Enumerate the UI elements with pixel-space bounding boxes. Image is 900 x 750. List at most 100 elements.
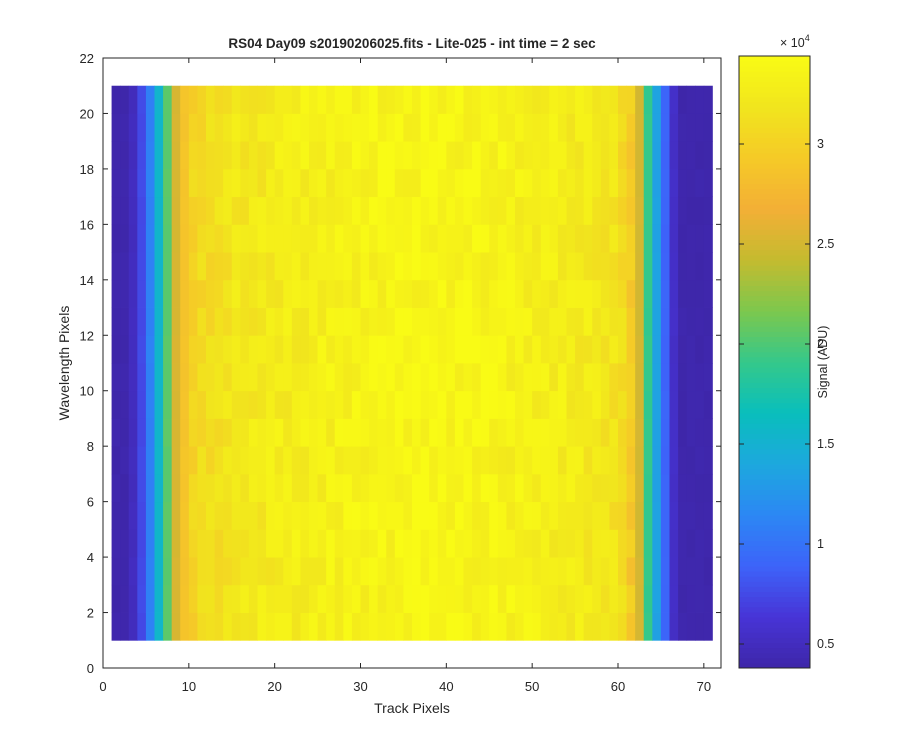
heatmap-cell [600, 141, 610, 170]
heatmap-cell [360, 85, 370, 114]
colorbar-segment [739, 224, 810, 230]
heatmap-cell [111, 335, 121, 364]
heatmap-cell [300, 612, 310, 641]
heatmap-cell [540, 473, 550, 503]
heatmap-cell [652, 473, 662, 503]
heatmap-cell [523, 473, 533, 503]
colorbar-segment [739, 571, 810, 577]
heatmap-cell [334, 113, 344, 142]
heatmap-cell [386, 390, 396, 419]
heatmap-cell [609, 141, 619, 170]
heatmap-cell [240, 252, 250, 281]
heatmap-cell [137, 612, 147, 641]
heatmap-cell [266, 473, 276, 503]
heatmap-cell [437, 85, 447, 114]
heatmap-cell [163, 363, 173, 392]
heatmap-cell [317, 224, 327, 253]
heatmap-cell [120, 557, 130, 586]
heatmap-cell [703, 390, 713, 419]
heatmap-cell [600, 446, 610, 475]
heatmap-cell [274, 196, 284, 225]
colorbar-segment [739, 606, 810, 613]
colorbar-segment [739, 137, 810, 144]
heatmap-cell [240, 390, 250, 419]
heatmap-cell [188, 363, 198, 392]
heatmap-cell [171, 418, 181, 447]
heatmap-cell [240, 584, 250, 613]
heatmap-cell [592, 390, 602, 419]
heatmap-cell [137, 529, 147, 558]
heatmap-cell [557, 85, 567, 114]
colorbar-segment [739, 229, 810, 235]
heatmap-cell [540, 224, 550, 253]
heatmap-cell [326, 557, 336, 586]
colorbar-segment [739, 132, 810, 139]
heatmap-cell [317, 473, 327, 503]
heatmap-cell [532, 363, 542, 392]
heatmap-cell [317, 557, 327, 586]
heatmap-cell [266, 168, 276, 198]
heatmap-cell [463, 252, 473, 281]
colorbar-segment [739, 183, 810, 190]
heatmap-cell [437, 501, 447, 530]
heatmap-cell [343, 335, 353, 364]
heatmap-cell [300, 446, 310, 475]
heatmap-cell [377, 501, 387, 530]
heatmap-cell [154, 473, 164, 503]
heatmap-cell [343, 390, 353, 419]
colorbar-tick-label: 1 [817, 537, 824, 551]
heatmap-cell [532, 390, 542, 419]
heatmap-cell [154, 390, 164, 419]
heatmap-cell [420, 85, 430, 114]
heatmap-cell [111, 529, 121, 558]
heatmap-cell [557, 363, 567, 392]
heatmap-cell [283, 196, 293, 225]
heatmap-cell [386, 85, 396, 114]
colorbar-segment [739, 525, 810, 531]
heatmap-cell [429, 141, 439, 170]
heatmap-cell [274, 390, 284, 419]
heatmap-cell [223, 529, 233, 558]
heatmap-cell [403, 390, 413, 419]
heatmap-cell [111, 584, 121, 613]
heatmap-cell [600, 501, 610, 530]
heatmap-cell [283, 390, 293, 419]
heatmap-cell [240, 363, 250, 392]
heatmap-cell [549, 446, 559, 475]
heatmap-cell [703, 141, 713, 170]
heatmap-cell [678, 141, 688, 170]
heatmap-cell [420, 390, 430, 419]
heatmap-cell [163, 418, 173, 447]
heatmap-cell [266, 113, 276, 142]
heatmap-cell [291, 224, 301, 253]
heatmap-cell [403, 557, 413, 586]
heatmap-cell [703, 196, 713, 225]
heatmap-cell [309, 252, 318, 281]
heatmap-cell [360, 363, 370, 392]
colorbar-tick-label: 3 [817, 137, 824, 151]
heatmap-cell [454, 196, 464, 225]
heatmap-cell [248, 196, 258, 225]
heatmap-cell [145, 307, 155, 336]
heatmap-cell [643, 446, 653, 475]
heatmap-cell [394, 252, 404, 281]
heatmap-cell [343, 196, 353, 225]
heatmap-cell [403, 446, 413, 475]
heatmap-cell [643, 612, 653, 641]
heatmap-cell [351, 612, 361, 641]
heatmap-cell [283, 279, 293, 308]
heatmap-cell [497, 168, 507, 198]
heatmap-cell [652, 168, 662, 198]
heatmap-cell [506, 196, 516, 225]
colorbar-segment [739, 71, 810, 77]
heatmap-cell [480, 418, 490, 447]
heatmap-cell [549, 363, 559, 392]
heatmap-cell [231, 612, 241, 641]
heatmap-cell [669, 252, 679, 281]
heatmap-cell [274, 557, 284, 586]
y-tick-label: 10 [80, 384, 94, 399]
heatmap-cell [214, 501, 224, 530]
heatmap-cell [163, 390, 173, 419]
heatmap-cell [377, 446, 387, 475]
heatmap-cell [369, 196, 379, 225]
